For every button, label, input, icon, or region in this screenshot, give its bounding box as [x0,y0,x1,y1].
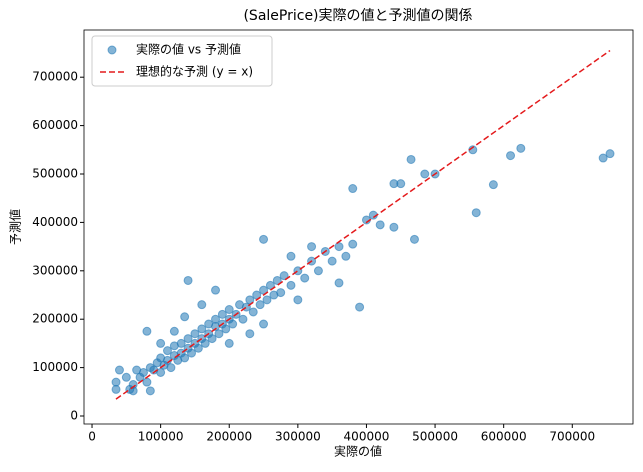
point [228,319,238,329]
x-tick-label: 300000 [275,430,321,444]
legend-marker [107,45,117,55]
point [409,234,419,244]
point [255,300,265,310]
point [293,295,303,305]
point [348,184,358,194]
point [166,363,176,373]
x-tick-label: 600000 [481,430,527,444]
point [200,338,210,348]
point [598,153,608,163]
point [142,326,152,336]
point [156,367,166,377]
legend-label: 理想的な予測 (y = x) [136,64,253,79]
point [279,271,289,281]
point [224,305,234,315]
ideal-line [115,49,611,400]
point [396,179,406,189]
y-axis-label: 予測値 [8,209,23,245]
y-tick-label: 600000 [32,118,78,132]
point [245,329,255,339]
y-tick-label: 300000 [32,263,78,277]
point [334,278,344,288]
point [313,266,323,276]
point [142,377,152,387]
point [420,169,430,179]
point [197,324,207,334]
plot-frame [83,29,634,425]
point [605,149,615,159]
point [471,208,481,218]
point [217,309,227,319]
point [286,280,296,290]
point [176,338,186,348]
point [183,334,193,344]
point [214,329,224,339]
point [180,312,190,322]
point [262,295,272,305]
point [211,314,221,324]
point [238,314,248,324]
point [259,319,269,329]
point [121,372,131,382]
point [128,380,138,390]
point [506,151,516,161]
point [197,300,207,310]
point [114,365,124,375]
point [307,242,317,252]
y-tick-label: 700000 [32,70,78,84]
point [190,329,200,339]
x-axis-label: 実際の値 [334,444,382,459]
point [375,220,385,230]
point [193,343,203,353]
y-tick-label: 200000 [32,312,78,326]
point [162,346,172,356]
point [207,334,217,344]
point [221,324,231,334]
y-tick-label: 500000 [32,166,78,180]
x-tick-label: 200000 [206,430,252,444]
point [406,154,416,164]
point [488,180,498,190]
point [169,326,179,336]
point [276,288,286,298]
point [211,285,221,295]
plot-area [111,49,615,400]
x-tick-label: 700000 [549,430,595,444]
x-tick-label: 400000 [344,430,390,444]
legend-box [91,35,273,87]
point [187,348,197,358]
point [180,353,190,363]
y-tick-label: 400000 [32,215,78,229]
point [355,302,365,312]
point [348,239,358,249]
point [341,251,351,261]
point [300,273,310,283]
x-tick-label: 100000 [138,430,184,444]
point [389,222,399,232]
x-tick-label: 0 [88,430,96,444]
point [183,275,193,285]
point [286,251,296,261]
point [132,365,142,375]
x-tick-label: 500000 [412,430,458,444]
point [111,384,121,394]
point [334,242,344,252]
y-tick-label: 100000 [32,360,78,374]
chart-title: (SalePrice)実際の値と予測値の関係 [243,8,472,24]
point [516,143,526,153]
point [248,307,258,317]
point [156,338,166,348]
point [272,275,282,285]
point [145,386,155,396]
point [224,338,234,348]
point [259,234,269,244]
point [327,256,337,266]
legend-label: 実際の値 vs 予測値 [136,42,241,57]
y-tick-label: 0 [70,409,78,423]
